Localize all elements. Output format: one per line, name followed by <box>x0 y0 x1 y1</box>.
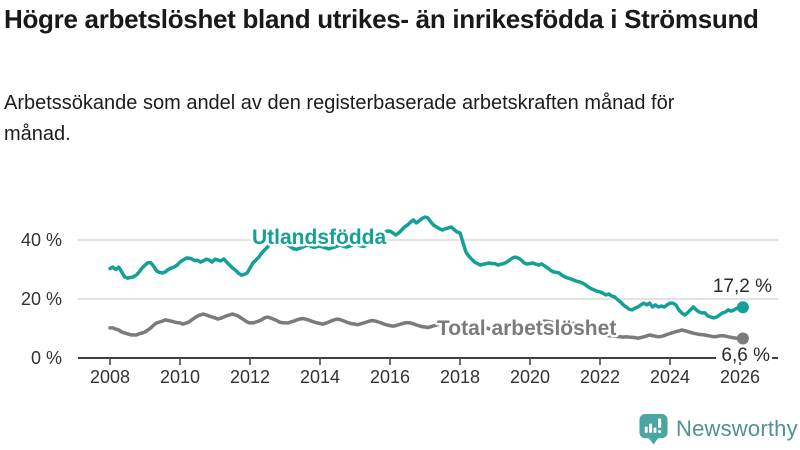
x-axis-ticks: 2008 2010 2012 2014 2016 2018 2020 2022 2024 2026 <box>90 358 760 387</box>
chart-subtitle: Arbetssökande som andel av den registerb… <box>4 92 675 145</box>
newsworthy-icon <box>639 413 668 445</box>
x-tick-label: 2026 <box>720 367 760 387</box>
x-tick-label: 2020 <box>510 367 550 387</box>
series-line-utlandsfodda <box>108 215 745 320</box>
x-tick-label: 2010 <box>160 367 200 387</box>
series-label-utlandsfodda: Utlandsfödda <box>252 226 386 249</box>
y-tick-label: 20 % <box>21 289 62 309</box>
end-value-label-utlandsfodda: 17,2 % <box>713 276 772 297</box>
page-title: Högre arbetslöshet bland utrikes- än inr… <box>4 4 759 34</box>
series-label-total-arbetsloshet: Total arbetslöshet <box>437 317 616 340</box>
x-tick-label: 2008 <box>90 367 130 387</box>
brand-name: Newsworthy <box>676 416 798 441</box>
x-tick-label: 2024 <box>650 367 690 387</box>
brand-logo[interactable]: Newsworthy <box>638 412 798 446</box>
x-tick-label: 2014 <box>300 367 340 387</box>
line-chart: 0 % 20 % 40 % 2008 2010 2012 2014 2016 2018 2020… <box>21 215 778 387</box>
y-tick-label: 0 % <box>31 348 62 368</box>
y-tick-label: 40 % <box>21 230 62 250</box>
x-tick-label: 2012 <box>230 367 270 387</box>
end-label-backing <box>716 346 772 362</box>
end-value-label-total: 6,6 % <box>721 345 770 366</box>
x-tick-label: 2022 <box>580 367 620 387</box>
series-line-total-arbetsloshet <box>108 312 745 341</box>
x-tick-label: 2016 <box>370 367 410 387</box>
end-dot-total <box>736 332 749 345</box>
end-dot-utlandsfodda <box>736 301 749 314</box>
y-axis: 0 % 20 % 40 % <box>21 230 778 368</box>
x-tick-label: 2018 <box>440 367 480 387</box>
